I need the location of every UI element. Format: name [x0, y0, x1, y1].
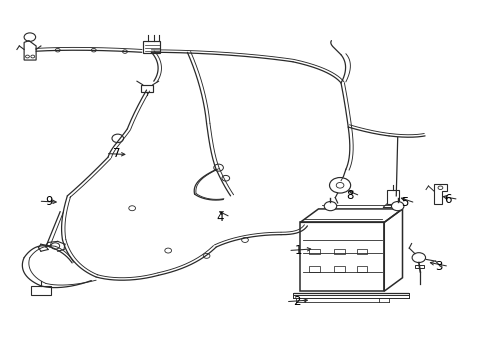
Bar	[143, 41, 160, 53]
Circle shape	[324, 202, 337, 211]
Bar	[357, 248, 368, 254]
Text: 2: 2	[293, 295, 300, 308]
Text: 9: 9	[46, 195, 53, 208]
Bar	[31, 286, 50, 294]
Text: 4: 4	[216, 211, 224, 224]
Text: 7: 7	[113, 147, 120, 160]
Bar	[141, 85, 153, 92]
Text: 1: 1	[295, 244, 303, 257]
Bar	[309, 248, 319, 254]
Bar	[415, 265, 424, 268]
Bar	[357, 266, 368, 272]
Bar	[334, 266, 345, 272]
Bar	[387, 189, 399, 204]
Text: 6: 6	[444, 193, 452, 206]
Text: 5: 5	[401, 197, 409, 210]
Text: 8: 8	[346, 189, 353, 202]
Text: 3: 3	[435, 260, 442, 273]
Circle shape	[392, 202, 404, 211]
Bar	[309, 266, 319, 272]
Bar	[334, 248, 345, 254]
